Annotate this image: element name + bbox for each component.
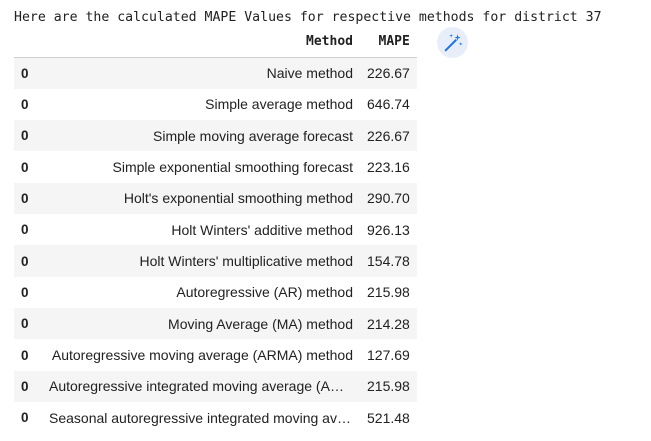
cell-method: Seasonal autoregressive integrated movin… <box>49 409 360 426</box>
cell-mape: 521.48 <box>367 409 410 426</box>
cell-method: Holt Winters' multiplicative method <box>139 253 353 270</box>
table-row: 0 Holt's exponential smoothing method 290.… <box>14 182 417 215</box>
table-row: 0 Holt Winters' additive method 926.13 <box>14 214 417 245</box>
cell-mape: 214.28 <box>367 315 410 332</box>
column-header-method: Method <box>42 26 360 58</box>
magic-button[interactable] <box>437 27 468 58</box>
dataframe-table: Method MAPE 0 Naive method 226.67 0 Simple a… <box>14 26 417 433</box>
cell-mape: 127.69 <box>367 347 410 364</box>
row-index: 0 <box>21 410 29 426</box>
cell-mape: 226.67 <box>367 65 410 82</box>
row-index: 0 <box>21 253 29 269</box>
cell-mape: 226.67 <box>367 127 410 144</box>
cell-method: Simple moving average forecast <box>153 127 353 144</box>
table-row: 0 Simple moving average forecast 226.67 <box>14 120 417 152</box>
column-header-mape: MAPE <box>360 26 417 58</box>
table-row: 0 Simple exponential smoothing forecast 22… <box>14 151 417 182</box>
table-row: 0 Autoregressive (AR) method 215.98 <box>14 277 417 308</box>
output-header-text: Here are the calculated MAPE Values for … <box>14 10 602 25</box>
cell-method: Simple exponential smoothing forecast <box>112 159 353 176</box>
table-row: 0 Holt Winters' multiplicative method 154.… <box>14 245 417 277</box>
magic-wand-icon <box>444 33 463 51</box>
row-index: 0 <box>21 159 29 175</box>
row-index: 0 <box>21 65 29 81</box>
table-header-row: Method MAPE <box>14 26 417 58</box>
table-row: 0 Seasonal autoregressive integrated movi… <box>14 402 417 433</box>
cell-mape: 926.13 <box>367 221 410 238</box>
cell-mape: 223.16 <box>367 159 410 176</box>
row-index: 0 <box>21 190 29 206</box>
cell-mape: 646.74 <box>367 96 410 113</box>
cell-method: Holt's exponential smoothing method <box>123 190 353 207</box>
cell-method: Naive method <box>266 65 353 82</box>
row-index: 0 <box>21 378 29 394</box>
table-row: 0 Naive method 226.67 <box>14 57 417 89</box>
row-index: 0 <box>21 222 29 238</box>
cell-method: Autoregressive integrated moving average… <box>49 378 360 395</box>
cell-mape: 290.70 <box>367 190 410 207</box>
table-row: 0 Autoregressive integrated moving averag… <box>14 370 417 403</box>
row-index: 0 <box>21 96 29 112</box>
row-index: 0 <box>21 284 29 300</box>
cell-method: Autoregressive (AR) method <box>176 284 353 301</box>
table-row: 0 Autoregressive moving average (ARMA) me… <box>14 339 417 370</box>
cell-mape: 215.98 <box>367 378 410 395</box>
cell-mape: 215.98 <box>367 284 410 301</box>
index-header <box>14 26 42 58</box>
row-index: 0 <box>21 128 29 144</box>
table-row: 0 Simple average method 646.74 <box>14 89 417 120</box>
table-row: 0 Moving Average (MA) method 214.28 <box>14 308 417 340</box>
cell-method: Autoregressive moving average (ARMA) met… <box>51 347 353 364</box>
row-index: 0 <box>21 316 29 332</box>
cell-method: Moving Average (MA) method <box>168 315 353 332</box>
cell-method: Holt Winters' additive method <box>171 221 353 238</box>
cell-mape: 154.78 <box>367 253 410 270</box>
cell-method: Simple average method <box>205 96 353 113</box>
row-index: 0 <box>21 347 29 363</box>
